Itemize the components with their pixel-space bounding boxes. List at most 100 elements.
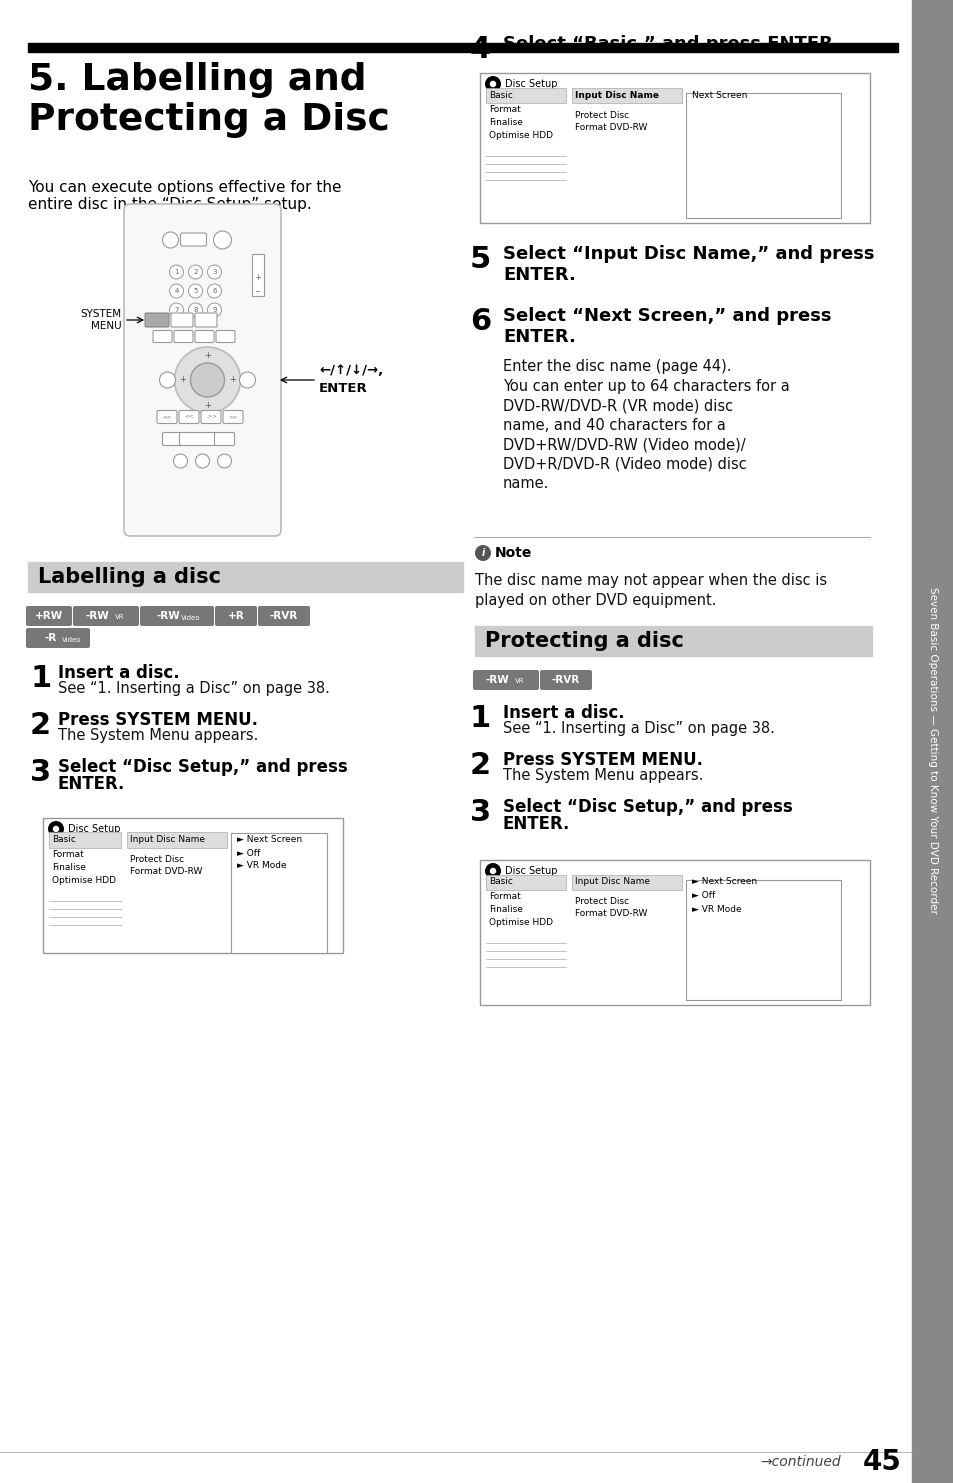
FancyBboxPatch shape [179, 433, 217, 445]
Circle shape [191, 363, 224, 397]
Text: Basic: Basic [489, 878, 513, 887]
Text: Insert a disc.: Insert a disc. [58, 664, 179, 682]
FancyBboxPatch shape [215, 331, 234, 343]
FancyBboxPatch shape [162, 433, 182, 445]
Text: +: + [179, 375, 186, 384]
FancyBboxPatch shape [26, 627, 90, 648]
Text: Format: Format [52, 850, 84, 859]
Bar [572, 87, 681, 102]
Text: +: + [204, 350, 211, 359]
Circle shape [217, 454, 232, 469]
Text: 3: 3 [470, 798, 491, 828]
FancyBboxPatch shape [214, 607, 256, 626]
Bar [252, 254, 264, 297]
Circle shape [170, 265, 183, 279]
Text: Next Screen: Next Screen [691, 90, 746, 99]
Text: The System Menu appears.: The System Menu appears. [58, 728, 258, 743]
FancyBboxPatch shape [152, 331, 172, 343]
FancyBboxPatch shape [257, 607, 310, 626]
Text: The System Menu appears.: The System Menu appears. [502, 768, 702, 783]
Text: Select “Next Screen,” and press
ENTER.: Select “Next Screen,” and press ENTER. [502, 307, 831, 347]
Text: 1: 1 [30, 664, 51, 693]
Text: Format: Format [489, 105, 520, 114]
Text: <<.: <<. [184, 415, 194, 420]
Text: You can execute options effective for the
entire disc in the “Disc Setup” setup.: You can execute options effective for th… [28, 179, 341, 212]
Text: Press SYSTEM MENU.: Press SYSTEM MENU. [502, 750, 702, 770]
Text: Disc Setup: Disc Setup [504, 866, 557, 876]
Text: Input Disc Name: Input Disc Name [130, 835, 205, 844]
Text: ► VR Mode: ► VR Mode [691, 906, 740, 915]
FancyBboxPatch shape [473, 670, 538, 690]
Text: 9: 9 [212, 307, 216, 313]
FancyBboxPatch shape [214, 433, 234, 445]
Text: Format DVD-RW: Format DVD-RW [130, 868, 202, 876]
Text: ► Off: ► Off [236, 850, 260, 859]
Text: 6: 6 [212, 288, 216, 294]
Text: -RW: -RW [156, 611, 180, 621]
Bar [231, 833, 327, 954]
Text: <<: << [163, 415, 172, 420]
Text: See “1. Inserting a Disc” on page 38.: See “1. Inserting a Disc” on page 38. [502, 721, 774, 736]
Text: Disc Setup: Disc Setup [68, 825, 120, 833]
Text: Seven Basic Operations — Getting to Know Your DVD Recorder: Seven Basic Operations — Getting to Know… [927, 587, 937, 914]
Text: Select “Basic,” and press ENTER.: Select “Basic,” and press ENTER. [502, 36, 840, 53]
Bar [479, 860, 869, 1005]
Text: 6: 6 [470, 307, 491, 337]
Text: 8: 8 [193, 307, 197, 313]
Text: 1: 1 [470, 704, 491, 733]
Text: -RVR: -RVR [270, 611, 297, 621]
Text: →continued: →continued [760, 1455, 840, 1470]
Circle shape [484, 76, 500, 92]
Bar [685, 879, 841, 1000]
Text: SYSTEM
MENU: SYSTEM MENU [81, 308, 122, 331]
Text: +: + [204, 400, 211, 409]
Circle shape [239, 372, 255, 389]
Text: Protect Disc: Protect Disc [575, 111, 628, 120]
FancyBboxPatch shape [26, 607, 71, 626]
Text: -RVR: -RVR [551, 675, 579, 685]
Text: 4: 4 [470, 36, 491, 64]
Circle shape [52, 826, 59, 832]
Text: >>: >> [229, 415, 238, 420]
Text: ► Next Screen: ► Next Screen [236, 835, 302, 844]
Text: 5: 5 [193, 288, 197, 294]
Text: Enter the disc name (page 44).
You can enter up to 64 characters for a
DVD-RW/DV: Enter the disc name (page 44). You can e… [502, 359, 789, 491]
FancyBboxPatch shape [180, 233, 206, 246]
Text: Disc Setup: Disc Setup [504, 79, 557, 89]
Text: Protect Disc: Protect Disc [130, 856, 184, 865]
FancyBboxPatch shape [179, 411, 199, 424]
Text: Finalise: Finalise [52, 863, 86, 872]
FancyBboxPatch shape [73, 607, 139, 626]
Text: 3: 3 [30, 758, 51, 787]
Bar [475, 626, 871, 655]
Text: -RW: -RW [485, 675, 508, 685]
Circle shape [170, 303, 183, 317]
Text: 2: 2 [30, 710, 51, 740]
Text: +RW: +RW [35, 611, 63, 621]
FancyBboxPatch shape [171, 313, 193, 326]
Text: 2: 2 [193, 268, 197, 274]
FancyBboxPatch shape [157, 411, 177, 424]
Text: Labelling a disc: Labelling a disc [38, 567, 221, 587]
Circle shape [213, 231, 232, 249]
Circle shape [195, 454, 210, 469]
Text: .>>: .>> [206, 415, 216, 420]
Text: Press SYSTEM MENU.: Press SYSTEM MENU. [58, 710, 257, 730]
Text: Protecting a disc: Protecting a disc [484, 630, 683, 651]
Bar [28, 562, 462, 592]
Text: Finalise: Finalise [489, 905, 522, 914]
Text: 5. Labelling and
Protecting a Disc: 5. Labelling and Protecting a Disc [28, 62, 390, 138]
Text: +: + [229, 375, 235, 384]
Text: 7: 7 [174, 307, 178, 313]
Circle shape [162, 231, 178, 248]
FancyBboxPatch shape [194, 313, 216, 326]
Bar [911, 0, 953, 1483]
Circle shape [208, 265, 221, 279]
Bar [485, 87, 565, 102]
Bar [43, 819, 343, 954]
Text: Optimise HDD: Optimise HDD [489, 131, 553, 139]
Circle shape [174, 347, 240, 412]
Text: 5: 5 [470, 245, 491, 274]
FancyBboxPatch shape [201, 411, 221, 424]
Circle shape [173, 454, 188, 469]
